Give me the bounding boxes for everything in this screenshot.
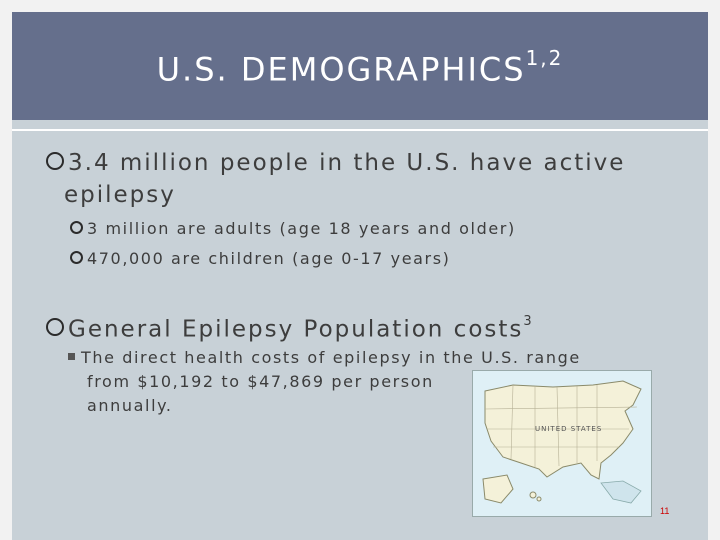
title-superscript: 1,2 bbox=[525, 46, 564, 70]
square-bullet-icon bbox=[68, 353, 75, 360]
title-band: U.S. DEMOGRAPHICS1,2 bbox=[12, 12, 708, 120]
ring-bullet-icon bbox=[70, 251, 83, 264]
ring-bullet-icon bbox=[46, 151, 64, 170]
sub-bullet-3-line1: The direct health costs of epilepsy in t… bbox=[81, 348, 581, 367]
bullet-1: 3.4 million people in the U.S. have acti… bbox=[46, 148, 625, 178]
ring-bullet-icon bbox=[46, 318, 64, 337]
sub-bullet-3-line3: annually. bbox=[87, 396, 173, 415]
sub-bullet-3: The direct health costs of epilepsy in t… bbox=[68, 346, 581, 370]
bullet-1-cont: epilepsy bbox=[64, 180, 176, 210]
bullet-2-superscript: 3 bbox=[523, 314, 534, 329]
title-text: U.S. DEMOGRAPHICS bbox=[156, 50, 526, 89]
sub-bullet-1-text: 3 million are adults (age 18 years and o… bbox=[87, 219, 516, 238]
us-map-image: UNITED STATES bbox=[472, 370, 652, 517]
us-map-svg: UNITED STATES bbox=[473, 371, 651, 516]
bullet-1-text-line1: 3.4 million people in the U.S. have acti… bbox=[68, 150, 626, 176]
sub-bullet-3-cont1: from $10,192 to $47,869 per person bbox=[61, 370, 434, 394]
sub-bullet-2: 470,000 are children (age 0-17 years) bbox=[70, 248, 451, 270]
sub-bullet-3-line2: from $10,192 to $47,869 per person bbox=[87, 372, 434, 391]
slide: U.S. DEMOGRAPHICS1,2 bbox=[12, 12, 708, 540]
bullet-2-text: General Epilepsy Population costs bbox=[68, 316, 524, 343]
bullet-2: General Epilepsy Population costs3 bbox=[46, 310, 534, 345]
page-number: 11 bbox=[660, 506, 670, 516]
sub-bullet-3-cont2: annually. bbox=[61, 394, 173, 418]
sub-bullet-2-text: 470,000 are children (age 0-17 years) bbox=[87, 249, 451, 268]
map-label: UNITED STATES bbox=[535, 425, 602, 433]
ring-bullet-icon bbox=[70, 221, 83, 234]
slide-title: U.S. DEMOGRAPHICS1,2 bbox=[12, 46, 708, 89]
bullet-1-text-line2: epilepsy bbox=[64, 182, 176, 208]
separator-line bbox=[12, 129, 708, 131]
sub-bullet-1: 3 million are adults (age 18 years and o… bbox=[70, 218, 516, 240]
